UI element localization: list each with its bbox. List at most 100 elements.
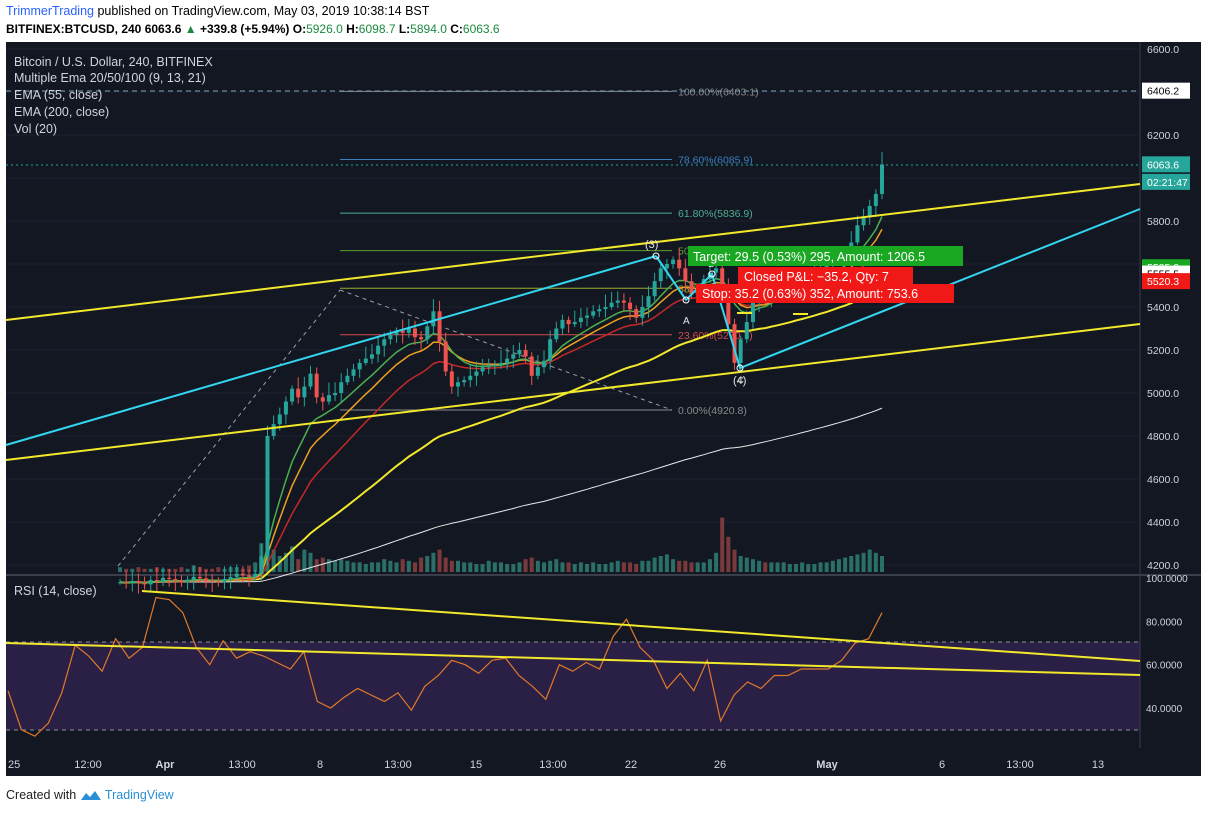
candle-body <box>505 358 510 363</box>
time-tick-label: 13:00 <box>539 759 567 771</box>
candle-body <box>173 578 178 581</box>
time-tick-label: 12:00 <box>74 759 102 771</box>
channel-lower-line[interactable] <box>5 323 1141 461</box>
volume-bar <box>357 562 362 572</box>
volume-bar <box>320 557 325 572</box>
candle-body <box>247 575 252 577</box>
wave-line-1[interactable] <box>5 255 657 446</box>
volume-bar <box>474 564 479 572</box>
tradingview-link[interactable]: TradingView <box>104 788 174 802</box>
stop-box[interactable] <box>696 284 954 303</box>
volume-bar <box>412 562 417 572</box>
volume-bar <box>689 562 694 572</box>
candle-body <box>486 365 491 368</box>
volume-bar <box>406 560 411 572</box>
volume-bar <box>701 562 706 572</box>
time-tick-label: 13:00 <box>228 759 256 771</box>
candle-body <box>462 380 467 383</box>
candle-body <box>277 414 282 425</box>
volume-bar <box>499 562 503 572</box>
candle-body <box>216 581 221 583</box>
volume-bar <box>124 568 129 572</box>
volume-bar <box>216 567 221 572</box>
high-label: H: <box>346 22 359 36</box>
rsi-band <box>6 642 1140 730</box>
volume-bar <box>376 562 381 572</box>
high-value: 6098.7 <box>358 22 396 36</box>
volume-bar <box>173 568 178 572</box>
candle-body <box>689 281 694 295</box>
candle-body <box>591 311 596 316</box>
rsi-legend-title: RSI (14, close) <box>14 584 97 598</box>
legend-item-volume[interactable]: Vol (20) <box>14 122 57 136</box>
legend-item-multi-ema[interactable]: Multiple Ema 20/50/100 (9, 13, 21) <box>14 71 206 85</box>
candle-body <box>603 307 608 310</box>
volume-bar <box>517 562 522 572</box>
volume-bar <box>572 564 577 572</box>
rsi-trend-line-upper[interactable] <box>141 590 1141 662</box>
price-badge-label: 6406.2 <box>1147 86 1179 98</box>
candle-body <box>609 302 614 307</box>
volume-bar <box>775 562 780 572</box>
published-text: published on TradingView.com, May 03, 20… <box>97 4 430 18</box>
wave-line-2[interactable] <box>655 208 1141 370</box>
closed-pnl-box[interactable] <box>738 267 913 286</box>
volume-bar <box>363 564 368 572</box>
volume-bar <box>394 562 399 572</box>
volume-bar <box>640 560 645 572</box>
candle-body <box>455 382 460 387</box>
candle-body <box>345 375 350 383</box>
author-link[interactable]: TrimmerTrading <box>6 4 94 18</box>
volume-bar <box>726 536 731 572</box>
volume-bar <box>351 562 356 572</box>
candle-body <box>357 362 362 370</box>
candle-body <box>259 556 264 574</box>
legend-item-ema200[interactable]: EMA (200, close) <box>14 105 109 119</box>
volume-bar <box>455 560 460 572</box>
time-axis-bg[interactable] <box>6 748 1201 776</box>
candle-body <box>474 371 479 376</box>
legend-item-ema55[interactable]: EMA (55, close) <box>14 88 102 102</box>
wave-label-c: C <box>738 376 744 385</box>
price-pane[interactable] <box>6 42 1140 574</box>
candle-body <box>406 328 411 333</box>
candle-body <box>363 358 368 363</box>
volume-bar <box>480 564 485 572</box>
price-tick-label: 4200.0 <box>1147 560 1179 572</box>
time-tick-label: 22 <box>625 759 637 771</box>
volume-bar <box>443 557 448 572</box>
candle-body <box>720 268 725 286</box>
candle-body <box>597 309 602 312</box>
volume-bar <box>873 552 878 572</box>
rsi-axis[interactable]: 100.0000 80.0000 60.0000 40.0000 <box>1146 574 1188 715</box>
candle-body <box>554 328 559 340</box>
price-tick-label: 5200.0 <box>1147 345 1179 357</box>
volume-bar <box>247 565 252 572</box>
price-change: +339.8 (+5.94%) <box>199 22 290 36</box>
fib-level-label: 78.60%(6085.9) <box>678 155 753 167</box>
time-axis[interactable]: 25 12:00 Apr 13:00 8 13:00 15 13:00 22 26 May 6 13:0… <box>8 759 1104 771</box>
candle-body <box>400 330 405 333</box>
time-tick-label: 25 <box>8 759 20 771</box>
channel-upper-line[interactable] <box>5 183 1141 321</box>
candle-body <box>628 302 633 310</box>
candle-body <box>197 576 202 579</box>
candle-body <box>210 580 215 582</box>
candle-body <box>302 386 307 398</box>
volume-bar <box>793 564 798 572</box>
rsi-trend-line-lower[interactable] <box>5 642 1141 676</box>
volume-bar <box>511 564 516 572</box>
volume-bar <box>382 559 387 572</box>
legend-title: Bitcoin / U.S. Dollar, 240, BITFINEX <box>14 55 213 69</box>
volume-bar <box>585 564 590 572</box>
candle-body <box>339 382 344 393</box>
last-price: 6063.6 <box>144 22 182 36</box>
candle-body <box>136 581 141 583</box>
tradingview-logo-icon <box>80 788 105 802</box>
volume-bar <box>179 567 184 572</box>
volume-bar <box>345 560 350 572</box>
candle-body <box>726 285 731 325</box>
target-box[interactable] <box>688 246 963 266</box>
volume-bar <box>720 517 725 572</box>
